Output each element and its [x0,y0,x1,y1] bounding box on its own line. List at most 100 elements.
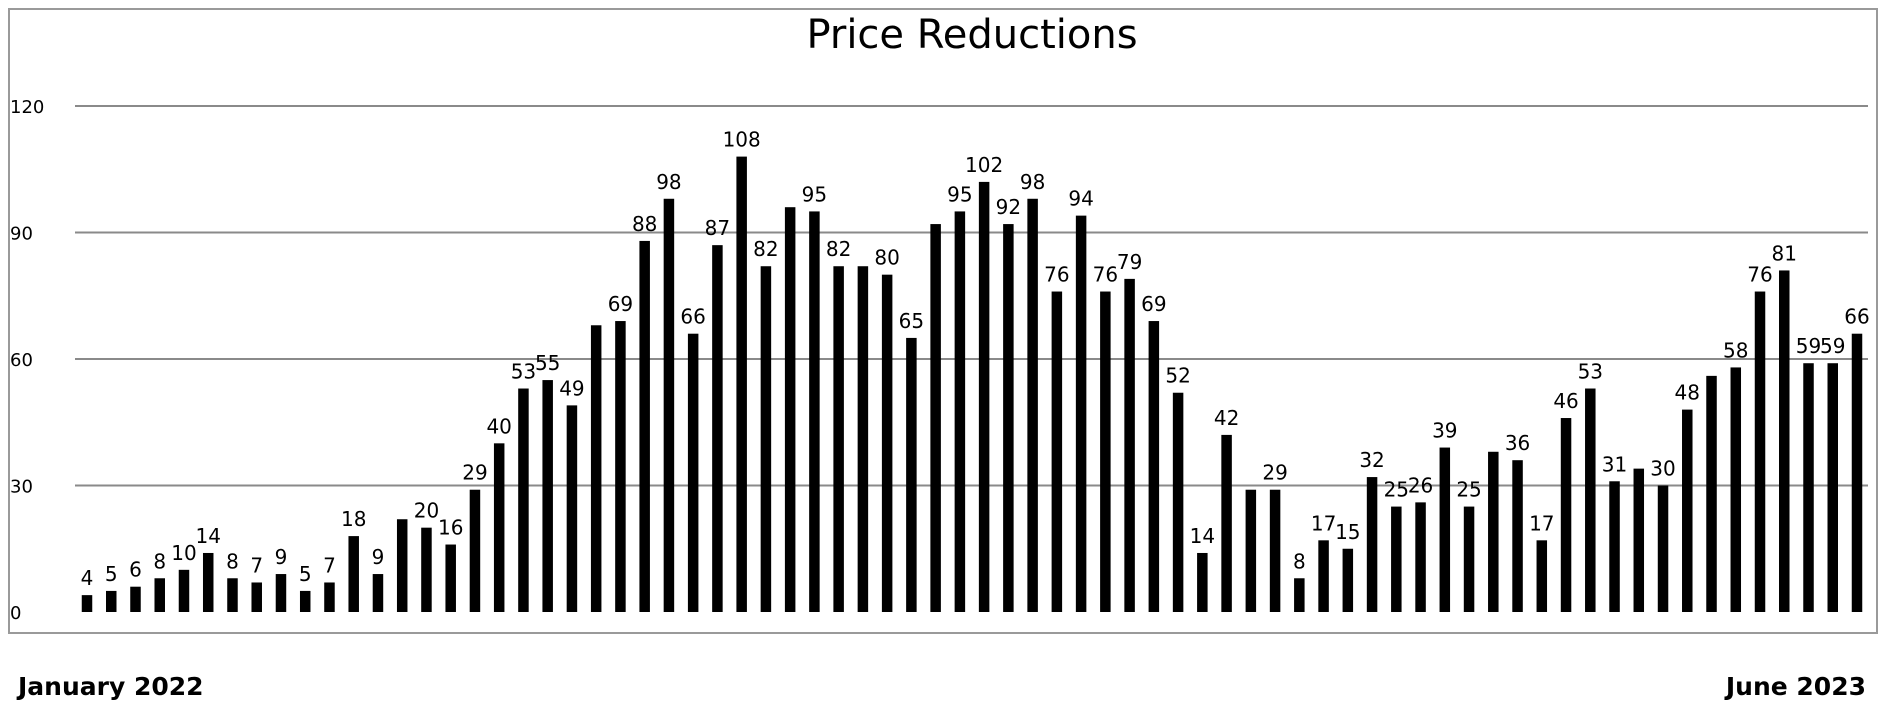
bar [1609,481,1620,612]
data-label: 76 [1044,263,1069,287]
bar [227,578,238,612]
data-label: 14 [1190,524,1215,548]
bar [639,240,650,612]
bar [978,181,990,612]
data-label: 5 [299,562,312,586]
data-label: 8 [153,549,166,573]
bar [857,266,869,612]
bar [1148,321,1160,612]
bar [251,582,262,612]
bar [1027,198,1038,612]
bar [1075,215,1087,612]
data-label: 9 [372,545,385,569]
bar [566,405,578,612]
data-label: 92 [996,195,1021,219]
bar [275,574,287,612]
bar [1536,540,1548,612]
bar [178,569,190,612]
data-label: 42 [1214,406,1239,430]
bar [130,586,141,612]
bar [372,574,384,612]
data-label: 49 [559,376,584,400]
bar [1366,477,1378,612]
bar [1415,502,1426,612]
data-label: 32 [1359,448,1384,472]
data-label: 108 [723,128,761,152]
data-label: 7 [323,553,336,577]
data-label: 55 [535,351,560,375]
data-label: 17 [1529,511,1554,535]
data-label: 15 [1335,520,1360,544]
bar [81,595,93,612]
data-label: 29 [462,461,487,485]
data-label: 66 [680,305,705,329]
data-label: 80 [874,246,899,270]
data-label: 98 [656,170,681,194]
bar [202,552,214,612]
bar [784,207,796,612]
bar [1585,388,1596,612]
data-label: 69 [608,292,633,316]
bar [954,211,966,613]
bar [736,156,747,612]
data-label: 46 [1553,389,1578,413]
y-tick-label: 60 [10,350,33,371]
data-label: 87 [705,216,730,240]
bar [615,321,626,612]
chart-title: Price Reductions [806,12,1137,58]
data-label: 5 [105,562,118,586]
data-label: 31 [1602,452,1627,476]
data-label: 8 [226,549,239,573]
bar [324,582,335,612]
data-label: 36 [1505,431,1530,455]
bar [1294,578,1305,612]
data-label: 102 [965,153,1003,177]
bar [1706,375,1717,612]
y-tick-label: 90 [10,224,33,245]
data-label: 25 [1456,478,1481,502]
data-label: 25 [1384,478,1409,502]
bar [590,325,602,612]
data-label: 53 [511,360,536,384]
data-label: 52 [1165,364,1190,388]
bar [469,489,481,612]
data-label: 9 [275,545,288,569]
bar [1124,278,1135,612]
bar [1100,291,1111,612]
bar [833,266,844,612]
bar [906,337,917,612]
bar [930,224,941,612]
bar [1851,333,1863,612]
bar [421,527,432,612]
bar [1197,552,1208,612]
bar [1269,489,1281,612]
data-label: 79 [1117,250,1142,274]
bar [1779,270,1790,612]
bar [1439,447,1451,612]
bar [518,388,529,612]
data-label: 40 [486,414,511,438]
bar [1245,489,1257,612]
bar [1488,451,1499,612]
data-label: 82 [826,237,851,261]
bar [1803,363,1814,612]
bar [1512,460,1523,612]
bar [1463,506,1475,612]
bar [881,274,893,612]
bar [760,266,772,612]
bar [445,544,456,612]
bar [663,198,675,612]
data-label: 76 [1093,263,1118,287]
data-label: 98 [1020,170,1045,194]
chart-frame [8,8,1878,634]
data-label: 59 [1796,334,1821,358]
bar [1391,506,1402,612]
data-label: 14 [196,524,221,548]
data-label: 94 [1068,187,1093,211]
bar [1827,363,1838,612]
data-label: 88 [632,212,657,236]
data-label: 69 [1141,292,1166,316]
data-label: 76 [1747,263,1772,287]
bar [809,211,820,613]
